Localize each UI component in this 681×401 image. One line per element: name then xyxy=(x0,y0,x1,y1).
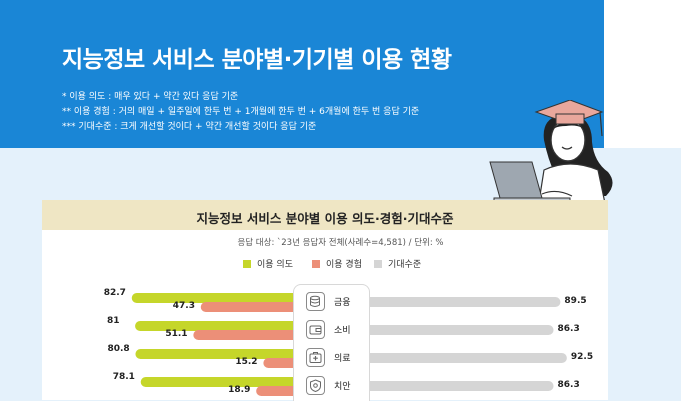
bar-expectation-security xyxy=(358,381,554,391)
page-title: 지능정보 서비스 분야별·기기별 이용 현황 xyxy=(62,47,452,73)
value-expectation-security: 86.3 xyxy=(557,380,580,390)
value-experience-medical: 15.2 xyxy=(235,357,258,367)
bar-intent-security xyxy=(140,377,303,387)
footnote-experience: ** 이용 경험 : 거의 매일 + 일주일에 한두 번 + 1개월에 한두 번… xyxy=(62,107,420,117)
coin-stack-icon xyxy=(306,292,325,311)
value-intent-consumption: 81 xyxy=(107,316,120,326)
category-finance: 금융 xyxy=(306,291,366,311)
value-intent-security: 78.1 xyxy=(112,372,135,382)
shield-icon xyxy=(306,376,325,395)
value-expectation-consumption: 86.3 xyxy=(557,324,580,334)
bar-expectation-finance xyxy=(358,297,561,307)
value-intent-finance: 82.7 xyxy=(103,288,126,298)
category-consumption: 소비 xyxy=(306,319,366,339)
wallet-icon xyxy=(306,320,325,339)
bar-experience-consumption xyxy=(193,330,303,340)
bar-expectation-consumption xyxy=(358,325,554,335)
legend-expectation: 기대수준 xyxy=(374,257,421,270)
bar-expectation-medical xyxy=(358,353,567,363)
header-banner xyxy=(0,0,604,148)
category-label-consumption: 소비 xyxy=(334,326,351,336)
bar-intent-medical xyxy=(135,349,303,359)
header-side-strip xyxy=(604,0,681,148)
legend-swatch-experience xyxy=(312,260,320,268)
bar-intent-finance xyxy=(131,293,303,303)
bar-experience-finance xyxy=(200,302,303,312)
legend-label-experience: 이용 경험 xyxy=(326,260,362,270)
bar-experience-security xyxy=(256,386,303,396)
value-expectation-medical: 92.5 xyxy=(570,352,594,362)
category-label-security: 치안 xyxy=(334,382,351,392)
footnote-intent: * 이용 의도 : 매우 있다 + 약간 있다 응답 기준 xyxy=(62,92,239,102)
medical-kit-icon xyxy=(306,348,325,367)
category-medical: 의료 xyxy=(306,347,366,367)
value-experience-security: 18.9 xyxy=(228,385,251,395)
category-label-finance: 금융 xyxy=(334,298,351,308)
chart-panel-header xyxy=(42,200,608,230)
value-expectation-finance: 89.5 xyxy=(564,296,587,306)
value-experience-finance: 47.3 xyxy=(172,301,195,311)
footnote-expectation: *** 기대수준 : 크게 개선할 것이다 + 약간 개선할 것이다 응답 기준 xyxy=(62,122,317,132)
bar-intent-consumption xyxy=(135,321,303,331)
legend-swatch-expectation xyxy=(374,260,382,268)
value-intent-medical: 80.8 xyxy=(107,344,130,354)
chart-title: 지능정보 서비스 분야별 이용 의도·경험·기대수준 xyxy=(196,211,454,226)
value-experience-consumption: 51.1 xyxy=(165,329,188,339)
legend-swatch-intent xyxy=(243,260,251,268)
legend-label-expectation: 기대수준 xyxy=(388,260,422,270)
category-label-medical: 의료 xyxy=(334,354,351,364)
category-security: 치안 xyxy=(306,375,366,395)
legend-experience: 이용 경험 xyxy=(312,257,362,270)
legend-label-intent: 이용 의도 xyxy=(257,260,293,270)
legend-intent: 이용 의도 xyxy=(243,257,293,270)
category-box xyxy=(293,284,370,401)
chart-subtitle: 응답 대상: `23년 응답자 전체(사례수=4,581) / 단위: % xyxy=(237,238,444,248)
